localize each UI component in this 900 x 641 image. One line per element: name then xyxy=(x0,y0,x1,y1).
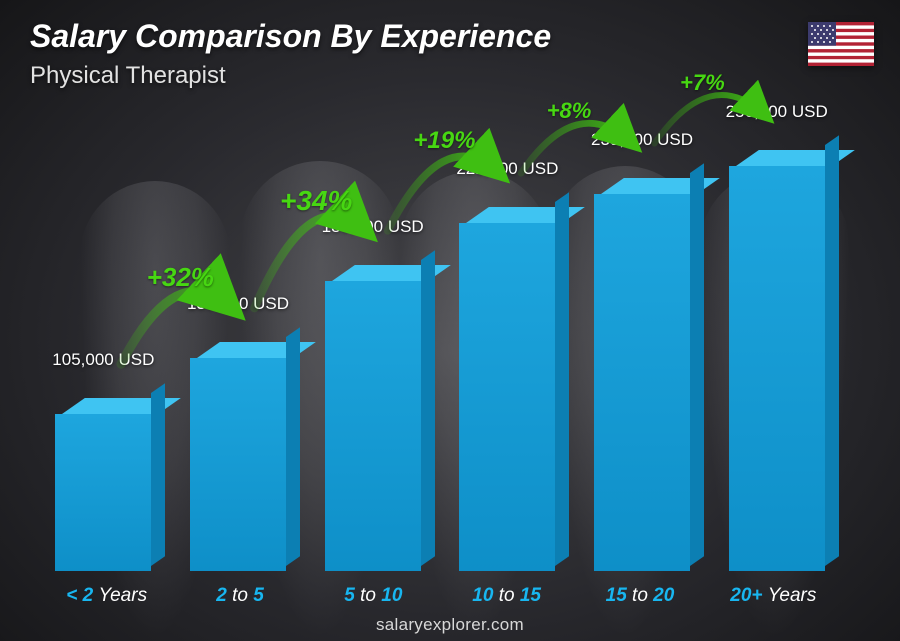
x-axis-label: 15 to 20 xyxy=(573,585,706,607)
bar: 221,000 USD xyxy=(444,207,571,571)
increment-label: +19% xyxy=(413,127,475,155)
chart-title: Salary Comparison By Experience xyxy=(30,18,551,55)
increment-label: +32% xyxy=(147,262,214,293)
x-axis-label: 2 to 5 xyxy=(173,585,306,607)
bar-value-label: 105,000 USD xyxy=(15,350,192,370)
infographic-canvas: Salary Comparison By Experience Physical… xyxy=(0,0,900,641)
bar: 139,000 USD xyxy=(175,342,302,571)
bar-value-label: 139,000 USD xyxy=(149,294,326,314)
chart-subtitle: Physical Therapist xyxy=(30,62,226,90)
increment-label: +34% xyxy=(280,185,352,217)
x-axis-label: 20+ Years xyxy=(707,585,840,607)
bar-value-label: 186,000 USD xyxy=(284,217,461,237)
x-axis-label: 10 to 15 xyxy=(440,585,573,607)
increment-label: +7% xyxy=(680,70,725,96)
bar-value-label: 221,000 USD xyxy=(419,159,596,179)
bar-chart: 105,000 USD 139,000 USD 186,000 USD 221,… xyxy=(40,110,840,571)
increment-label: +8% xyxy=(547,98,592,124)
bar-value-label: 239,000 USD xyxy=(553,130,730,150)
bar: 105,000 USD xyxy=(40,398,167,571)
bar: 186,000 USD xyxy=(309,265,436,571)
bar: 239,000 USD xyxy=(579,178,706,571)
bar-value-label: 256,000 USD xyxy=(688,102,865,122)
x-axis-labels: < 2 Years2 to 55 to 1010 to 1515 to 2020… xyxy=(40,585,840,607)
x-axis-label: 5 to 10 xyxy=(307,585,440,607)
x-axis-label: < 2 Years xyxy=(40,585,173,607)
footer-attribution: salaryexplorer.com xyxy=(0,615,900,635)
bar: 256,000 USD xyxy=(713,150,840,571)
us-flag-icon xyxy=(808,22,874,66)
